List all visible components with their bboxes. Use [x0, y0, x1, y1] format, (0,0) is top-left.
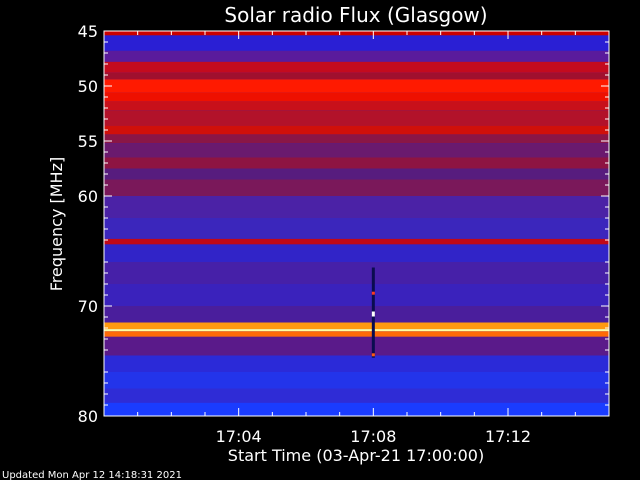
y-tick-label: 80: [78, 407, 98, 426]
frequency-band: [104, 196, 609, 218]
frequency-band: [104, 244, 609, 262]
frequency-band: [104, 31, 609, 36]
frequency-band: [104, 336, 609, 356]
frequency-band: [104, 355, 609, 372]
frequency-band: [104, 331, 609, 337]
frequency-band: [104, 388, 609, 403]
frequency-band: [104, 143, 609, 158]
frequency-band: [104, 125, 609, 135]
frequency-band: [104, 262, 609, 284]
burst-hotspot: [371, 291, 375, 295]
y-axis-label: Frequency [MHz]: [47, 157, 66, 291]
frequency-band: [104, 110, 609, 126]
y-axis: 45 50 55 60 70 80: [78, 22, 609, 426]
frequency-band: [104, 179, 609, 196]
frequency-band: [104, 306, 609, 323]
burst-hotspot: [371, 353, 375, 357]
plot-area: [104, 31, 609, 416]
frequency-band: [104, 402, 609, 416]
chart-title: Solar radio Flux (Glasgow): [224, 3, 487, 27]
frequency-band: [104, 72, 609, 80]
frequency-band: [104, 372, 609, 389]
x-axis: 17:04 17:08 17:12: [137, 31, 576, 446]
x-tick-label: 17:04: [216, 427, 262, 446]
frequency-band: [104, 50, 609, 62]
frequency-band: [104, 79, 609, 93]
y-tick-label: 70: [78, 297, 98, 316]
frequency-band: [104, 168, 609, 180]
plot-frame: [103, 30, 610, 417]
x-tick-label: 17:08: [350, 427, 396, 446]
frequency-band: [104, 101, 609, 111]
frequency-band: [104, 322, 609, 330]
y-tick-label: 55: [78, 132, 98, 151]
y-tick-label: 50: [78, 77, 98, 96]
x-tick-label: 17:12: [485, 427, 531, 446]
frequency-band: [104, 35, 609, 51]
frequency-band: [104, 218, 609, 239]
frequency-band: [104, 238, 609, 245]
frequency-band: [104, 134, 609, 144]
burst-hotspot: [371, 311, 375, 317]
updated-timestamp: Updated Mon Apr 12 14:18:31 2021: [2, 470, 182, 480]
frequency-band: [104, 329, 609, 332]
frequency-band: [104, 61, 609, 73]
frequency-band: [104, 92, 609, 102]
y-tick-label: 45: [78, 22, 98, 41]
frequency-band: [104, 157, 609, 169]
y-tick-label: 60: [78, 187, 98, 206]
x-axis-label: Start Time (03-Apr-21 17:00:00): [228, 446, 484, 465]
frequency-band: [104, 284, 609, 306]
